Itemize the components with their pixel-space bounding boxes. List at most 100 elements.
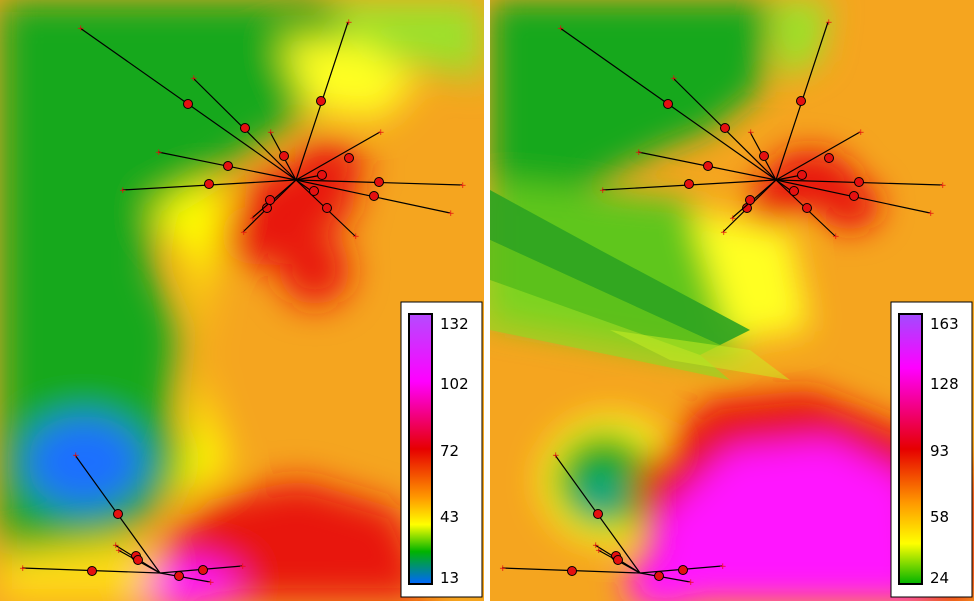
- left-station-endpoint-icon: +: [77, 24, 85, 34]
- right-station-marker-icon[interactable]: [802, 203, 812, 213]
- left-legend-label-2: 102: [440, 375, 469, 393]
- left-station-marker-icon[interactable]: [174, 571, 184, 581]
- right-legend-label-5: 24: [930, 569, 949, 587]
- right-station-endpoint-icon: +: [599, 186, 607, 196]
- right-station-endpoint-icon: +: [719, 562, 727, 572]
- left-station-marker-icon[interactable]: [309, 186, 319, 196]
- left-station-marker-icon[interactable]: [113, 509, 123, 519]
- left-station-endpoint-icon: +: [207, 578, 215, 588]
- right-map-panel[interactable]: 163 128 93 58 24 ++++++++++++++++++++: [490, 0, 974, 601]
- left-station-marker-icon[interactable]: [316, 96, 326, 106]
- right-legend-label-2: 128: [930, 375, 959, 393]
- right-station-endpoint-icon: +: [635, 148, 643, 158]
- left-station-marker-icon[interactable]: [317, 170, 327, 180]
- right-station-marker-icon[interactable]: [854, 177, 864, 187]
- right-station-endpoint-icon: +: [670, 74, 678, 84]
- left-station-network: ++++++++++++++++++++: [19, 18, 467, 588]
- right-station-marker-icon[interactable]: [593, 509, 603, 519]
- left-station-marker-icon[interactable]: [279, 151, 289, 161]
- right-station-marker-icon[interactable]: [789, 186, 799, 196]
- right-station-marker-icon[interactable]: [703, 161, 713, 171]
- left-station-marker-icon[interactable]: [240, 123, 250, 133]
- right-legend-label-3: 93: [930, 442, 949, 460]
- left-legend-label-3: 72: [440, 442, 459, 460]
- right-station-marker-icon[interactable]: [678, 565, 688, 575]
- right-station-endpoint-icon: +: [857, 128, 865, 138]
- right-station-marker-icon[interactable]: [684, 179, 694, 189]
- left-map-panel[interactable]: 132 102 72 43 13 ++++++++++++++++++++: [0, 0, 484, 601]
- left-spoke-line: [295, 131, 381, 181]
- left-station-marker-icon[interactable]: [344, 153, 354, 163]
- right-legend: 163 128 93 58 24: [890, 301, 973, 598]
- left-station-marker-icon[interactable]: [374, 177, 384, 187]
- left-station-endpoint-icon: +: [112, 541, 120, 551]
- right-station-endpoint-icon: +: [939, 181, 947, 191]
- left-station-marker-icon[interactable]: [369, 191, 379, 201]
- right-station-endpoint-icon: +: [747, 128, 755, 138]
- right-station-endpoint-icon: +: [592, 541, 600, 551]
- right-station-endpoint-icon: +: [832, 232, 840, 242]
- right-station-endpoint-icon: +: [687, 578, 695, 588]
- left-spoke-line: [295, 179, 311, 191]
- right-legend-label-4: 58: [930, 508, 949, 526]
- right-station-marker-icon[interactable]: [663, 99, 673, 109]
- right-station-marker-icon[interactable]: [613, 555, 623, 565]
- left-station-endpoint-icon: +: [447, 209, 455, 219]
- left-spoke-line: [159, 572, 211, 583]
- left-color-field: [0, 0, 484, 601]
- right-station-marker-icon[interactable]: [720, 123, 730, 133]
- right-station-endpoint-icon: +: [552, 451, 560, 461]
- right-station-endpoint-icon: +: [720, 228, 728, 238]
- left-legend-label-5: 13: [440, 569, 459, 587]
- right-station-network: ++++++++++++++++++++: [499, 18, 947, 588]
- left-station-marker-icon[interactable]: [198, 565, 208, 575]
- left-station-marker-icon[interactable]: [183, 99, 193, 109]
- left-legend-label-1: 132: [440, 315, 469, 333]
- left-station-marker-icon[interactable]: [204, 179, 214, 189]
- left-legend-label-4: 43: [440, 508, 459, 526]
- left-station-endpoint-icon: +: [352, 232, 360, 242]
- right-legend-label-1: 163: [930, 315, 959, 333]
- right-station-marker-icon[interactable]: [797, 170, 807, 180]
- right-station-marker-icon[interactable]: [567, 566, 577, 576]
- right-station-endpoint-icon: +: [595, 546, 603, 556]
- left-station-endpoint-icon: +: [267, 128, 275, 138]
- right-station-marker-icon[interactable]: [849, 191, 859, 201]
- right-station-marker-icon[interactable]: [759, 151, 769, 161]
- left-station-endpoint-icon: +: [345, 18, 353, 28]
- right-station-endpoint-icon: +: [557, 24, 565, 34]
- right-station-endpoint-icon: +: [927, 209, 935, 219]
- right-station-marker-icon[interactable]: [654, 571, 664, 581]
- left-station-endpoint-icon: +: [190, 74, 198, 84]
- left-legend-colorbar: [408, 313, 433, 585]
- left-station-endpoint-icon: +: [119, 186, 127, 196]
- left-station-marker-icon[interactable]: [133, 555, 143, 565]
- left-station-marker-icon[interactable]: [322, 203, 332, 213]
- left-heatmap[interactable]: 132 102 72 43 13 ++++++++++++++++++++: [0, 0, 484, 601]
- left-station-endpoint-icon: +: [249, 214, 257, 224]
- right-spoke-line: [775, 131, 861, 181]
- left-station-endpoint-icon: +: [459, 181, 467, 191]
- right-legend-colorbar: [898, 313, 923, 585]
- right-station-endpoint-icon: +: [825, 18, 833, 28]
- right-heatmap[interactable]: 163 128 93 58 24 ++++++++++++++++++++: [490, 0, 974, 601]
- left-station-endpoint-icon: +: [239, 562, 247, 572]
- right-station-endpoint-icon: +: [499, 564, 507, 574]
- left-station-endpoint-icon: +: [72, 451, 80, 461]
- left-station-marker-icon[interactable]: [87, 566, 97, 576]
- left-station-endpoint-icon: +: [155, 148, 163, 158]
- left-legend: 132 102 72 43 13: [400, 301, 483, 598]
- left-station-endpoint-icon: +: [240, 228, 248, 238]
- right-station-marker-icon[interactable]: [745, 195, 755, 205]
- right-spoke-line: [639, 572, 691, 583]
- left-station-endpoint-icon: +: [377, 128, 385, 138]
- right-artifact-wedges: [490, 190, 790, 380]
- left-station-endpoint-icon: +: [19, 564, 27, 574]
- left-station-endpoint-icon: +: [115, 546, 123, 556]
- right-station-marker-icon[interactable]: [824, 153, 834, 163]
- right-spoke-line: [775, 179, 791, 191]
- left-station-marker-icon[interactable]: [223, 161, 233, 171]
- left-station-marker-icon[interactable]: [265, 195, 275, 205]
- right-station-endpoint-icon: +: [729, 214, 737, 224]
- right-station-marker-icon[interactable]: [796, 96, 806, 106]
